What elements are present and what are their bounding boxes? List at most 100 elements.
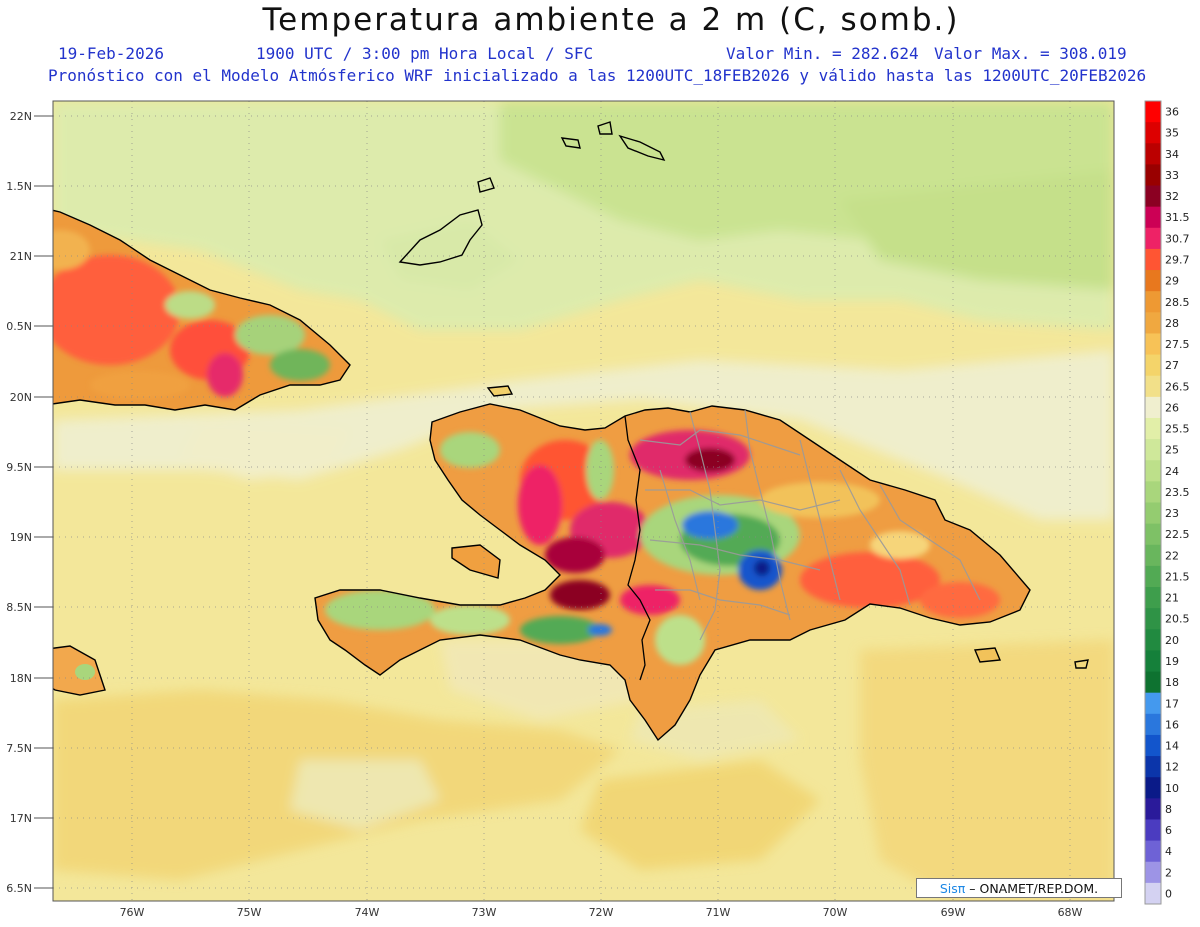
longitude-labels: 76W 75W 74W 73W 72W 71W 70W 69W 68W [120, 906, 1083, 919]
colorbar-swatch [1145, 819, 1161, 842]
colorbar-label: 10 [1165, 782, 1179, 795]
colorbar-label: 36 [1165, 106, 1179, 119]
colorbar-label: 29 [1165, 275, 1179, 288]
map-title: Temperatura ambiente a 2 m (C, somb.) [262, 2, 960, 38]
colorbar-label: 4 [1165, 845, 1172, 858]
colorbar-swatch [1145, 417, 1161, 440]
colorbar-swatch [1145, 756, 1161, 778]
colorbar-swatch [1145, 629, 1161, 651]
colorbar-swatch [1145, 544, 1161, 567]
colorbar-label: 32 [1165, 190, 1179, 203]
colorbar-label: 28.5 [1165, 296, 1190, 309]
colorbar-label: 24 [1165, 465, 1179, 478]
lat-label: 8.5N [6, 601, 32, 614]
colorbar-label: 31.5 [1165, 211, 1190, 224]
colorbar-label: 35 [1165, 127, 1179, 140]
colorbar-swatch [1145, 291, 1161, 313]
colorbar-swatch [1145, 882, 1161, 905]
colorbar-swatch [1145, 692, 1161, 715]
colorbar-swatch [1145, 840, 1161, 863]
lon-label: 72W [589, 906, 614, 919]
lat-label: 6.5N [6, 882, 32, 895]
colorbar-swatch [1145, 861, 1161, 884]
model-description: Pronóstico con el Modelo Atmósferico WRF… [48, 66, 1147, 85]
jamaica-field [53, 646, 105, 695]
lon-label: 69W [941, 906, 966, 919]
max-value: Valor Max. = 308.019 [934, 44, 1127, 63]
credit-box: Sisπ – ONAMET/REP.DOM. [916, 878, 1122, 898]
colorbar-label: 23.5 [1165, 486, 1190, 499]
temperature-field [53, 101, 1114, 901]
lat-label: 21N [10, 250, 32, 263]
colorbar-label: 25 [1165, 444, 1179, 457]
sis-logo: Sisπ [939, 881, 966, 896]
colorbar-label: 18 [1165, 676, 1179, 689]
province-borders [639, 409, 981, 641]
colorbar-swatch [1145, 587, 1161, 609]
colorbar-label: 28 [1165, 317, 1179, 330]
colorbar-label: 20.5 [1165, 613, 1190, 626]
lon-label: 74W [355, 906, 380, 919]
colorbar-swatch [1145, 650, 1161, 673]
lon-label: 75W [237, 906, 262, 919]
colorbar-swatch [1145, 354, 1161, 377]
lon-label: 76W [120, 906, 145, 919]
colorbar-swatch [1145, 460, 1161, 482]
colorbar-swatch [1145, 523, 1161, 546]
colorbar-swatch [1145, 143, 1161, 165]
colorbar-swatch [1145, 671, 1161, 694]
coastlines [53, 121, 1089, 742]
forecast-date: 19-Feb-2026 [58, 44, 164, 63]
colorbar-swatch [1145, 734, 1161, 757]
colorbar-label: 30.7 [1165, 232, 1190, 245]
min-value: Valor Min. = 282.624 [726, 44, 919, 63]
colorbar-swatch [1145, 565, 1161, 588]
colorbar-label: 12 [1165, 761, 1179, 774]
colorbar-label: 23 [1165, 507, 1179, 520]
colorbar-label: 22.5 [1165, 528, 1190, 541]
colorbar-label: 16 [1165, 718, 1179, 731]
colorbar-label: 19 [1165, 655, 1179, 668]
colorbar-swatch [1145, 101, 1161, 123]
colorbar-label: 27.5 [1165, 338, 1190, 351]
lat-label: 19N [10, 531, 32, 544]
colorbar-swatch [1145, 122, 1161, 144]
colorbar-label: 26 [1165, 401, 1179, 414]
colorbar-label: 26.5 [1165, 380, 1190, 393]
colorbar-label: 6 [1165, 824, 1172, 837]
lat-label: 0.5N [6, 320, 32, 333]
lat-label: 20N [10, 391, 32, 404]
colorbar-label: 27 [1165, 359, 1179, 372]
colorbar-label: 29.7 [1165, 253, 1190, 266]
colorbar-label: 0 [1165, 887, 1172, 900]
colorbar-label: 21.5 [1165, 570, 1190, 583]
colorbar-label: 20 [1165, 634, 1179, 647]
plot-frame [52, 100, 1115, 902]
colorbar-swatch [1145, 185, 1161, 208]
colorbar-label: 17 [1165, 697, 1179, 710]
latitude-labels: 22N 1.5N 21N 0.5N 20N 9.5N 19N 8.5N 18N … [6, 110, 32, 895]
colorbar-swatch [1145, 375, 1161, 398]
lon-label: 68W [1058, 906, 1083, 919]
lon-label: 73W [472, 906, 497, 919]
lat-label: 22N [10, 110, 32, 123]
colorbar-swatch [1145, 608, 1161, 630]
credit-org: – ONAMET/REP.DOM. [965, 881, 1099, 896]
colorbar: 363534333231.530.729.72928.52827.52726.5… [1144, 100, 1190, 905]
colorbar-swatch [1145, 798, 1161, 820]
colorbar-swatch [1145, 502, 1161, 525]
colorbar-label: 8 [1165, 803, 1172, 816]
colorbar-swatch [1145, 227, 1161, 250]
colorbar-swatch [1145, 333, 1161, 356]
colorbar-label: 2 [1165, 866, 1172, 879]
lat-label: 1.5N [6, 180, 32, 193]
colorbar-swatch [1145, 481, 1161, 503]
lat-label: 18N [10, 672, 32, 685]
colorbar-swatch [1145, 439, 1161, 461]
graticule [53, 101, 1114, 901]
forecast-time: 1900 UTC / 3:00 pm Hora Local / SFC [256, 44, 594, 63]
colorbar-frame [1144, 100, 1162, 905]
haiti-dr-border [624, 415, 651, 681]
lon-label: 71W [706, 906, 731, 919]
